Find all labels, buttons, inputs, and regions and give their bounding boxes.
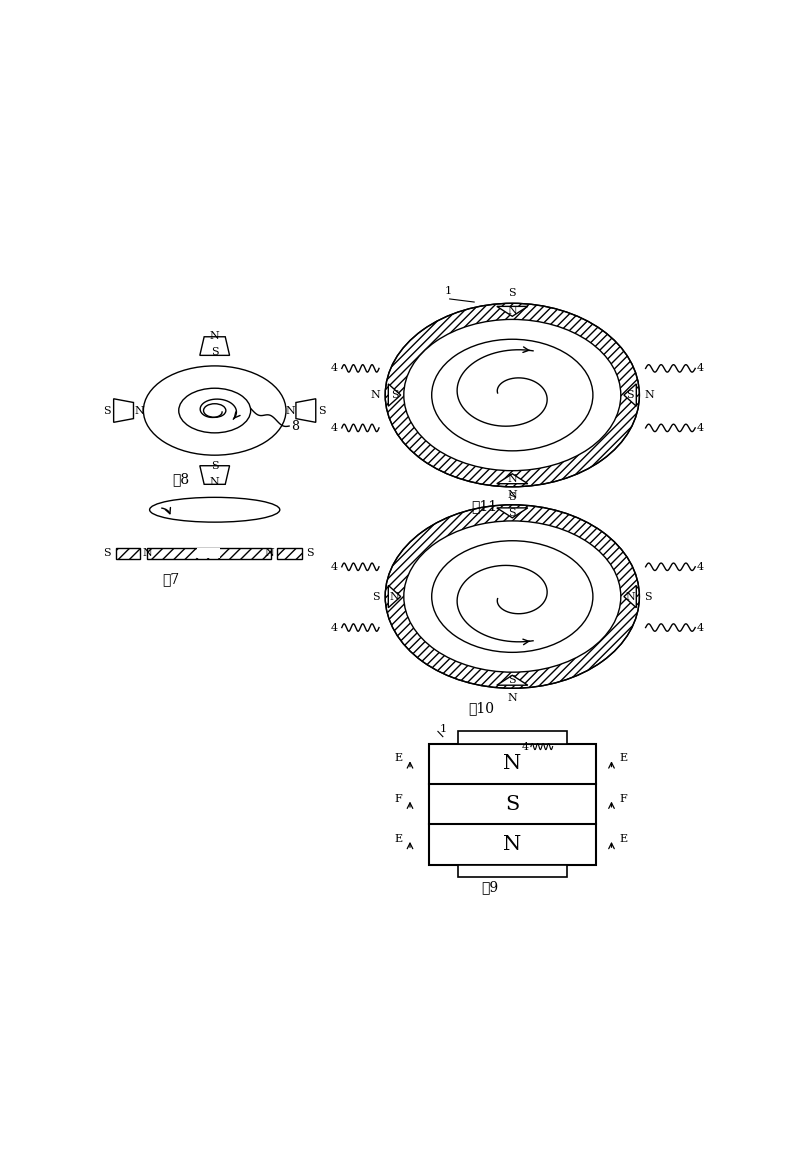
Bar [277, 547, 302, 559]
Polygon shape [388, 586, 401, 608]
Text: 9: 9 [487, 401, 494, 410]
Polygon shape [624, 586, 636, 608]
Text: S: S [373, 592, 380, 602]
Text: N: N [265, 548, 274, 558]
Text: 4: 4 [330, 562, 338, 572]
Text: 4: 4 [697, 423, 704, 433]
Text: N: N [507, 490, 517, 500]
Polygon shape [388, 383, 401, 406]
Text: 图10: 图10 [468, 701, 494, 715]
Text: S: S [626, 390, 634, 400]
Polygon shape [624, 383, 636, 406]
Text: S: S [644, 592, 652, 602]
Text: 图9: 图9 [481, 880, 498, 894]
Text: N: N [644, 390, 654, 400]
Ellipse shape [432, 541, 593, 652]
Polygon shape [296, 399, 316, 422]
Polygon shape [200, 465, 230, 484]
Text: S: S [509, 507, 516, 518]
Polygon shape [497, 306, 528, 317]
Polygon shape [497, 507, 528, 518]
Text: S: S [509, 289, 516, 298]
Bar [458, 732, 566, 743]
Text: S: S [318, 406, 326, 415]
Text: 4: 4 [330, 364, 338, 373]
Text: 4: 4 [522, 741, 529, 752]
Text: 8: 8 [291, 420, 299, 433]
Polygon shape [200, 337, 230, 355]
Text: F: F [619, 794, 626, 803]
Polygon shape [114, 399, 134, 422]
Polygon shape [497, 676, 528, 685]
Ellipse shape [404, 521, 621, 672]
Text: S: S [211, 347, 218, 358]
Text: N: N [503, 754, 522, 774]
Text: N: N [134, 406, 144, 415]
Text: 1: 1 [445, 286, 452, 296]
Ellipse shape [404, 319, 621, 471]
Text: N: N [507, 306, 517, 317]
Text: N: N [503, 835, 522, 855]
Text: E: E [619, 833, 627, 844]
Text: E: E [394, 753, 402, 763]
Text: S: S [509, 492, 516, 502]
Text: 4: 4 [697, 364, 704, 373]
Polygon shape [497, 473, 528, 484]
Text: 4: 4 [330, 623, 338, 632]
Text: N: N [142, 548, 153, 558]
Text: E: E [394, 833, 402, 844]
Text: S: S [505, 795, 519, 814]
Text: N: N [389, 592, 399, 602]
Text: E: E [619, 753, 627, 763]
Ellipse shape [203, 403, 226, 417]
Text: N: N [626, 592, 635, 602]
Text: S: S [306, 548, 314, 558]
Bar [146, 547, 270, 559]
Ellipse shape [178, 388, 250, 433]
Text: S: S [211, 462, 218, 471]
Bar [198, 548, 220, 558]
Text: N: N [370, 390, 380, 400]
Text: 4: 4 [330, 423, 338, 433]
Text: 1: 1 [440, 724, 447, 734]
Bar [429, 743, 596, 865]
Text: 图8: 图8 [172, 472, 189, 486]
Text: 4: 4 [697, 623, 704, 632]
Text: N: N [507, 693, 517, 704]
Text: 4: 4 [697, 562, 704, 572]
Ellipse shape [385, 303, 639, 486]
Text: 图7: 图7 [162, 572, 180, 586]
Bar [458, 865, 566, 877]
Text: N: N [507, 473, 517, 484]
Text: N: N [210, 331, 219, 341]
Text: 图11: 图11 [471, 499, 498, 513]
Ellipse shape [385, 505, 639, 689]
Bar [115, 547, 140, 559]
Text: S: S [103, 406, 111, 415]
Ellipse shape [432, 339, 593, 451]
Text: N: N [210, 477, 219, 487]
Text: S: S [391, 390, 399, 400]
Text: F: F [395, 794, 402, 803]
Text: S: S [509, 676, 516, 685]
Text: N: N [286, 406, 295, 415]
Text: S: S [103, 548, 110, 558]
Ellipse shape [143, 366, 286, 455]
